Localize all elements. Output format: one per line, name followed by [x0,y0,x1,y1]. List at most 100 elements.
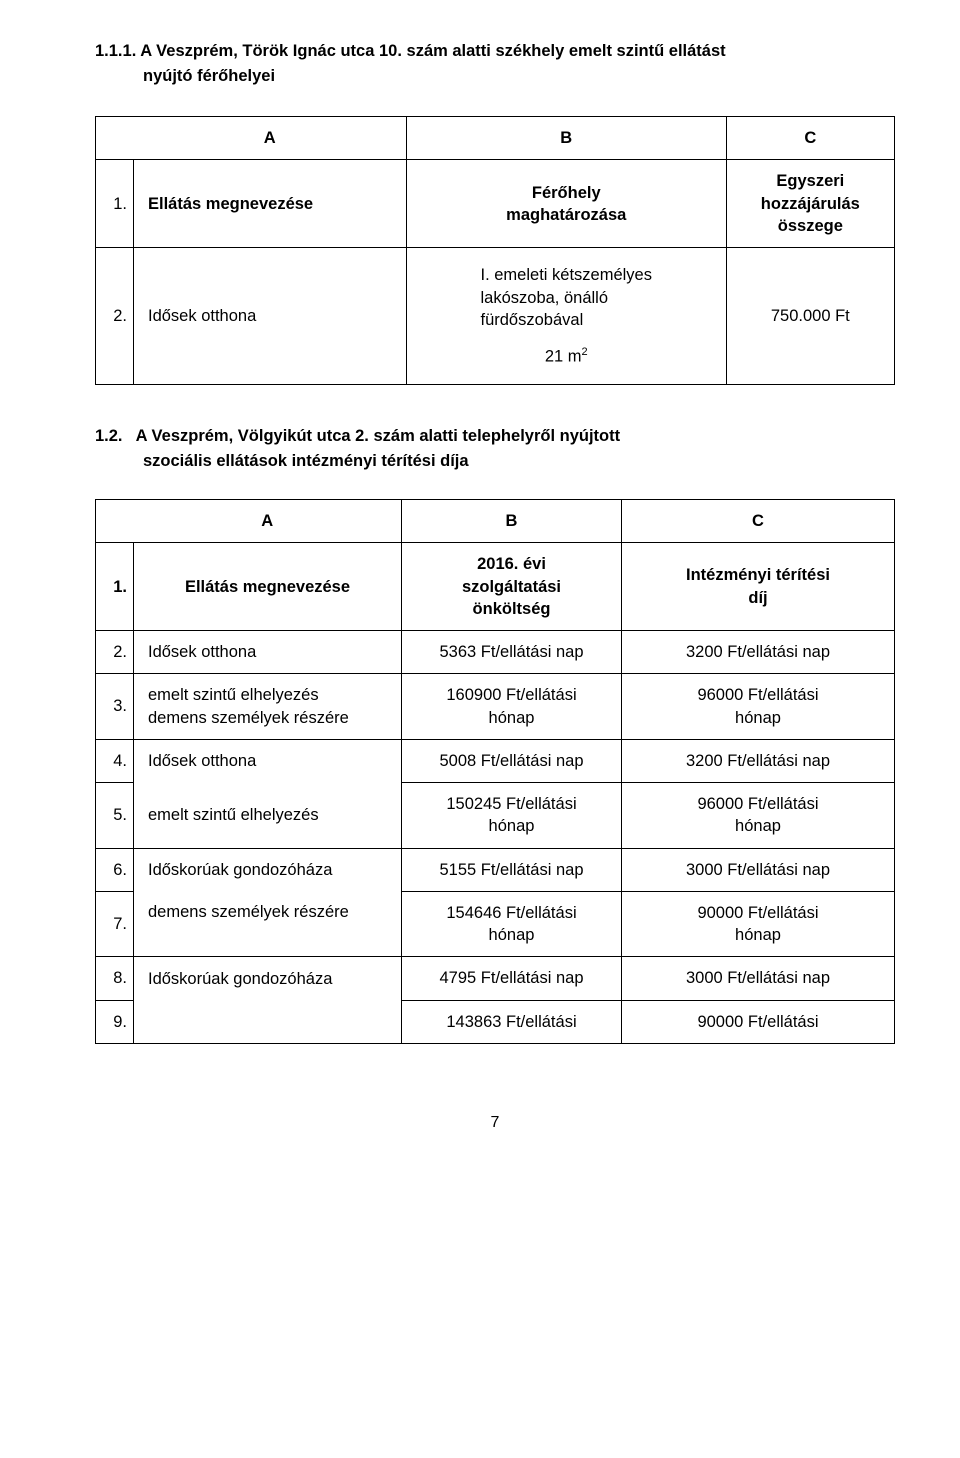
cell: demens személyek részére [134,891,402,957]
text: 90000 Ft/ellátási [697,904,818,922]
t1-row2-a: Idősek otthona [134,248,407,385]
t1-row1-a: Ellátás megnevezése [134,160,407,248]
cell: 3200 Ft/ellátási nap [622,631,895,674]
text: 2016. évi [477,555,546,573]
num: 2. [96,631,134,674]
num: 8. [96,957,134,1000]
text: 154646 Ft/ellátási [446,904,576,922]
text: díj [748,589,767,607]
text: fürdőszobával [481,311,584,329]
text: 160900 Ft/ellátási [446,686,576,704]
cell: Idősek otthona [134,739,402,782]
cell: 5363 Ft/ellátási nap [402,631,622,674]
table-row: 7. demens személyek részére 154646 Ft/el… [96,891,895,957]
table-1: A B C 1. Ellátás megnevezése Férőhely ma… [95,116,895,385]
table-row: 2. Idősek otthona I. emeleti kétszemélye… [96,248,895,385]
table-row: 2. Idősek otthona 5363 Ft/ellátási nap 3… [96,631,895,674]
t2-ch-c: Intézményi térítési díj [622,543,895,631]
cell: emelt szintű elhelyezés demens személyek… [134,674,402,740]
text: hónap [489,926,535,944]
text: 96000 Ft/ellátási [697,795,818,813]
text: Intézményi térítési [686,566,830,584]
num: 5. [96,783,134,849]
num: 4. [96,739,134,782]
table-row: 6. Időskorúak gondozóháza 5155 Ft/ellátá… [96,848,895,891]
table-row: 1. Ellátás megnevezése 2016. évi szolgál… [96,543,895,631]
table-row: 4. Idősek otthona 5008 Ft/ellátási nap 3… [96,739,895,782]
section-2-title-cont: szociális ellátások intézményi térítési … [95,450,895,473]
t2-ch-a: Ellátás megnevezése [134,543,402,631]
text: Időskorúak gondozóháza [148,861,332,879]
section-2-title-line: A Veszprém, Völgyikút utca 2. szám alatt… [136,427,620,445]
cell: 90000 Ft/ellátási hónap [622,891,895,957]
text: hónap [489,817,535,835]
text: 150245 Ft/ellátási [446,795,576,813]
section-1-number: 1.1.1. [95,42,136,60]
cell: 5008 Ft/ellátási nap [402,739,622,782]
text: hónap [735,926,781,944]
text: Férőhely [532,184,601,202]
table-row: 8. Időskorúak gondozóháza 4795 Ft/ellátá… [96,957,895,1000]
table-row: 1. Ellátás megnevezése Férőhely maghatár… [96,160,895,248]
blank-cell [96,117,134,160]
t1-header-a: A [134,117,407,160]
text: hónap [489,709,535,727]
table-row: 5. emelt szintű elhelyezés 150245 Ft/ell… [96,783,895,849]
cell: 150245 Ft/ellátási hónap [402,783,622,849]
num: 6. [96,848,134,891]
t1-row2-b: I. emeleti kétszemélyes lakószoba, önáll… [406,248,726,385]
t1-row1-b: Férőhely maghatározása [406,160,726,248]
text: önköltség [473,600,551,618]
page-number: 7 [95,1114,895,1132]
table-2: A B C 1. Ellátás megnevezése 2016. évi s… [95,499,895,1044]
t1-header-c: C [726,117,894,160]
section-2-number: 1.2. [95,427,123,445]
cell: 143863 Ft/ellátási [402,1000,622,1043]
text: hónap [735,709,781,727]
table-row: A B C [96,117,895,160]
t2-ch-num: 1. [96,543,134,631]
text: maghatározása [506,206,626,224]
cell: 154646 Ft/ellátási hónap [402,891,622,957]
cell: Időskorúak gondozóháza [134,848,402,891]
cell [134,1000,402,1043]
blank-cell [96,500,134,543]
text: Idősek otthona [148,752,256,770]
text: hozzájárulás [761,195,860,213]
cell: 96000 Ft/ellátási hónap [622,674,895,740]
text: összege [778,217,843,235]
text: lakószoba, önálló [481,289,609,307]
cell: 4795 Ft/ellátási nap [402,957,622,1000]
text: emelt szintű elhelyezés [148,686,319,704]
num: 9. [96,1000,134,1043]
section-1-title-line: A Veszprém, Török Ignác utca 10. szám al… [140,42,725,60]
text: Egyszeri [776,172,844,190]
text: hónap [735,817,781,835]
table-row: 3. emelt szintű elhelyezés demens személ… [96,674,895,740]
text: I. emeleti kétszemélyes [481,266,652,284]
section-1-heading: 1.1.1. A Veszprém, Török Ignác utca 10. … [95,40,895,88]
text: 21 m [545,348,582,366]
section-2-heading: 1.2. A Veszprém, Völgyikút utca 2. szám … [95,425,895,473]
cell: 96000 Ft/ellátási hónap [622,783,895,849]
table-row: 9. 143863 Ft/ellátási 90000 Ft/ellátási [96,1000,895,1043]
t1-row2-c: 750.000 Ft [726,248,894,385]
section-1-title-cont: nyújtó férőhelyei [95,65,895,88]
superscript: 2 [582,346,588,358]
t2-header-a: A [134,500,402,543]
cell: emelt szintű elhelyezés [134,783,402,849]
cell: Időskorúak gondozóháza [134,957,402,1000]
text: demens személyek részére [148,903,349,921]
cell: Idősek otthona [134,631,402,674]
num: 7. [96,891,134,957]
t1-row2-num: 2. [96,248,134,385]
num: 3. [96,674,134,740]
t1-row1-num: 1. [96,160,134,248]
text: demens személyek részére [148,709,349,727]
t2-ch-b: 2016. évi szolgáltatási önköltség [402,543,622,631]
cell: 3200 Ft/ellátási nap [622,739,895,782]
t1-header-b: B [406,117,726,160]
text: szolgáltatási [462,578,561,596]
t2-header-c: C [622,500,895,543]
cell: 3000 Ft/ellátási nap [622,957,895,1000]
